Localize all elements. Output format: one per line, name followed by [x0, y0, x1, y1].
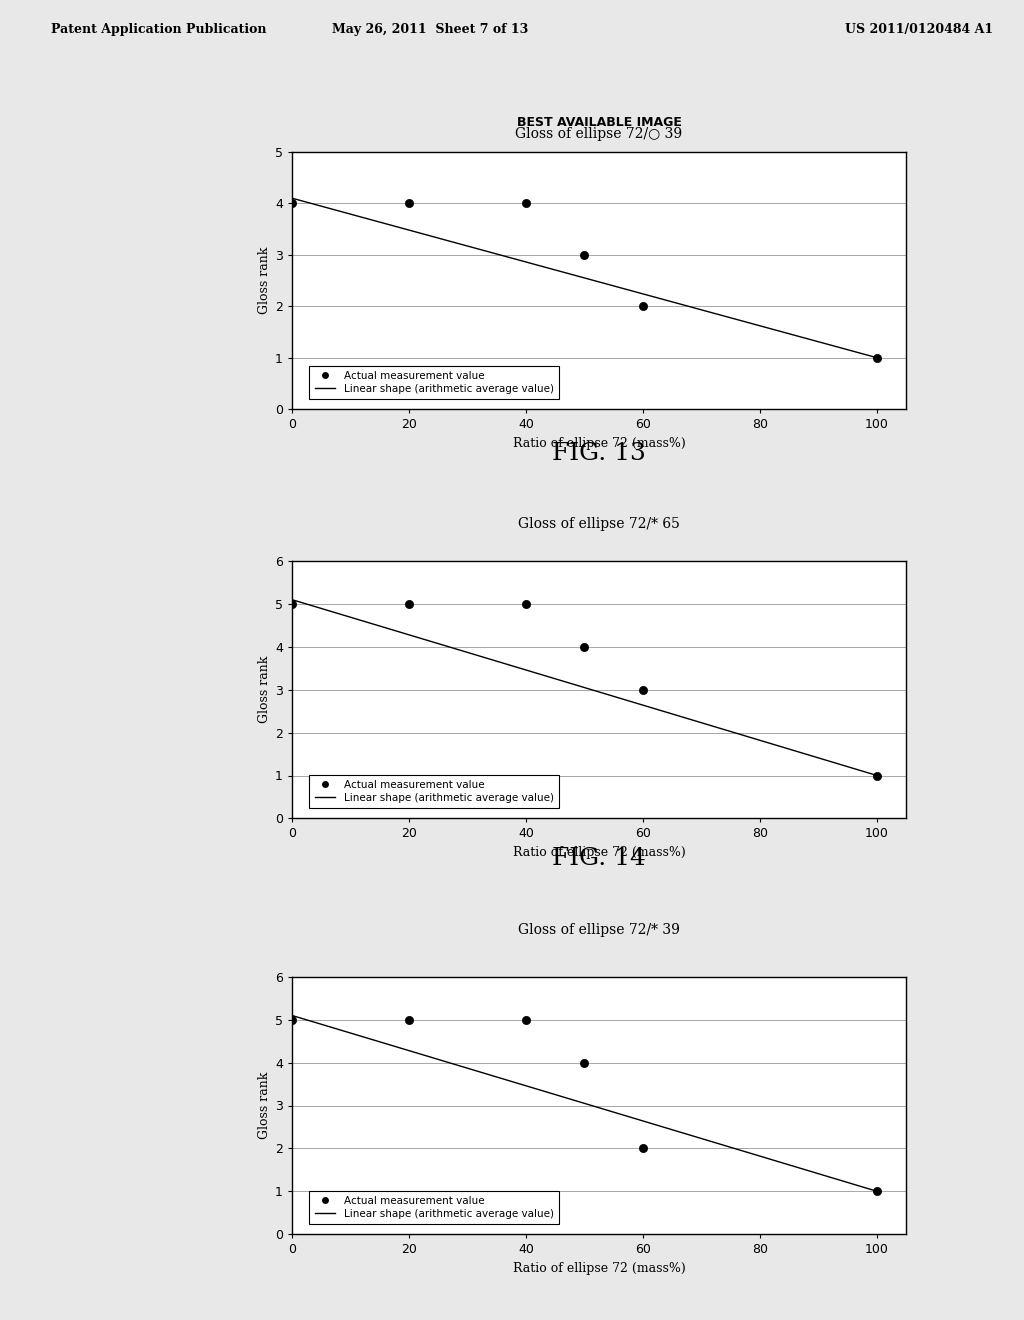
X-axis label: Ratio of ellipse 72 (mass%): Ratio of ellipse 72 (mass%) [513, 846, 685, 859]
Point [577, 636, 593, 657]
Text: Patent Application Publication: Patent Application Publication [51, 24, 266, 36]
Point [577, 1052, 593, 1073]
Point [284, 193, 300, 214]
Point [635, 296, 651, 317]
Legend: Actual measurement value, Linear shape (arithmetic average value): Actual measurement value, Linear shape (… [309, 1191, 559, 1224]
Point [577, 244, 593, 265]
Text: May 26, 2011  Sheet 7 of 13: May 26, 2011 Sheet 7 of 13 [332, 24, 528, 36]
X-axis label: Ratio of ellipse 72 (mass%): Ratio of ellipse 72 (mass%) [513, 1262, 685, 1275]
Y-axis label: Gloss rank: Gloss rank [258, 1072, 270, 1139]
Text: Gloss of ellipse 72/* 65: Gloss of ellipse 72/* 65 [518, 516, 680, 531]
Point [400, 193, 417, 214]
Point [518, 1010, 535, 1031]
Point [518, 193, 535, 214]
Point [518, 594, 535, 615]
Y-axis label: Gloss rank: Gloss rank [258, 656, 270, 723]
Y-axis label: Gloss rank: Gloss rank [258, 247, 270, 314]
Point [868, 347, 885, 368]
Text: FIG. 13: FIG. 13 [552, 442, 646, 465]
Point [400, 1010, 417, 1031]
Text: BEST AVAILABLE IMAGE: BEST AVAILABLE IMAGE [516, 116, 682, 129]
Text: FIG. 14: FIG. 14 [552, 847, 646, 870]
X-axis label: Ratio of ellipse 72 (mass%): Ratio of ellipse 72 (mass%) [513, 437, 685, 450]
Legend: Actual measurement value, Linear shape (arithmetic average value): Actual measurement value, Linear shape (… [309, 366, 559, 399]
Legend: Actual measurement value, Linear shape (arithmetic average value): Actual measurement value, Linear shape (… [309, 775, 559, 808]
Point [635, 678, 651, 700]
Point [868, 1181, 885, 1201]
Point [284, 1010, 300, 1031]
Point [635, 1138, 651, 1159]
Text: US 2011/0120484 A1: US 2011/0120484 A1 [845, 24, 993, 36]
Point [868, 766, 885, 787]
Text: Gloss of ellipse 72/○ 39: Gloss of ellipse 72/○ 39 [515, 127, 683, 141]
Point [400, 594, 417, 615]
Point [284, 594, 300, 615]
Text: Gloss of ellipse 72/* 39: Gloss of ellipse 72/* 39 [518, 923, 680, 937]
